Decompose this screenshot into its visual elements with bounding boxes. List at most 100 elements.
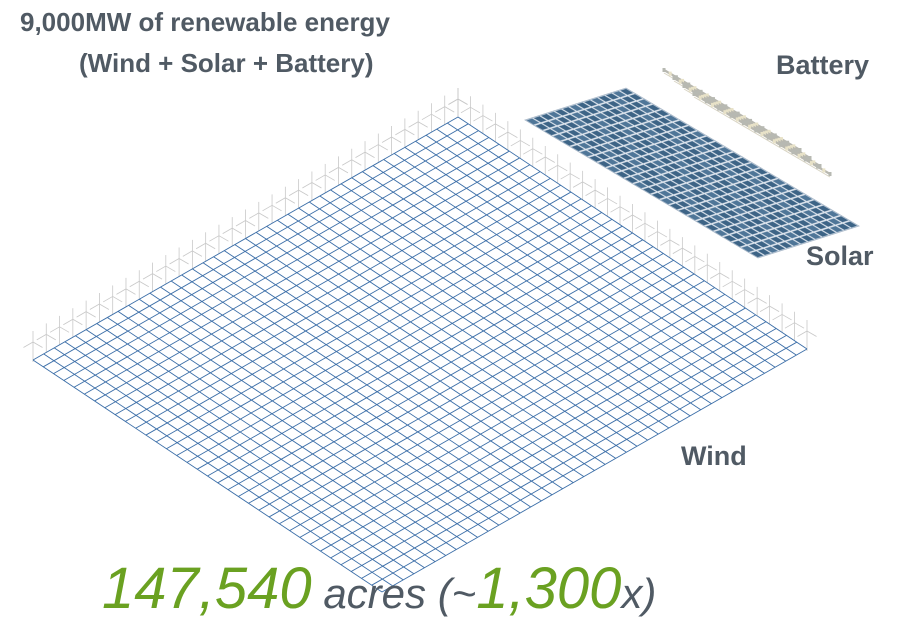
solar-panel <box>650 119 665 127</box>
solar-panel <box>644 129 659 137</box>
turbine-icon <box>116 277 136 309</box>
solar-panel <box>639 172 653 179</box>
solar-panel <box>633 149 648 156</box>
solar-panel <box>702 144 717 151</box>
solar-panel <box>793 204 808 212</box>
solar-panel <box>683 198 698 206</box>
acreage-value: 147,540 <box>102 556 312 621</box>
solar-panel <box>588 155 603 162</box>
solar-panel <box>734 215 748 222</box>
turbine-icon <box>63 308 83 340</box>
solar-panel <box>605 93 620 100</box>
solar-panel <box>761 198 776 206</box>
solar-panel <box>799 194 813 202</box>
turbine-icon <box>610 195 630 227</box>
solar-panel <box>701 176 716 184</box>
turbine-icon <box>395 118 415 150</box>
solar-panel <box>718 179 733 187</box>
turbine-icon <box>485 112 506 144</box>
solar-panel <box>779 209 793 216</box>
solar-panel <box>580 117 594 124</box>
turbine-icon <box>421 103 442 135</box>
solar-panel <box>784 199 799 206</box>
solar-panel <box>653 167 668 174</box>
solar-panel <box>647 177 662 184</box>
solar-panel <box>655 109 670 117</box>
solar-panel <box>800 202 815 209</box>
solar-panel <box>755 208 770 215</box>
solar-panel <box>569 104 584 112</box>
solar-panel <box>732 175 747 182</box>
solar-panel <box>791 229 806 237</box>
solar-panel <box>644 162 659 169</box>
solar-panel <box>570 144 585 152</box>
solar-panel <box>630 134 645 141</box>
solar-panel <box>549 119 564 126</box>
solar-panel <box>595 153 610 160</box>
solar-panel <box>795 212 810 219</box>
solar-panel <box>813 222 828 230</box>
solar-panel <box>646 104 661 111</box>
solar-panel <box>588 122 603 130</box>
solar-panel <box>809 207 824 215</box>
solar-panel <box>563 114 578 121</box>
solar-panel <box>786 239 800 247</box>
solar-panel <box>723 202 738 209</box>
solar-panel <box>691 131 706 138</box>
solar-panel <box>744 228 759 235</box>
solar-panel <box>723 235 738 242</box>
solar-panel <box>590 97 605 105</box>
solar-panel <box>735 222 750 230</box>
turbine-icon <box>36 323 57 355</box>
solar-panel <box>547 111 562 118</box>
solar-panel <box>648 144 663 152</box>
solar-panel <box>741 180 756 187</box>
turbine-icon <box>355 141 375 173</box>
solar-panel <box>790 189 804 196</box>
solar-panel <box>816 205 831 212</box>
solar-panel <box>721 194 736 202</box>
solar-panel <box>675 128 690 135</box>
turbine-icon <box>697 253 718 285</box>
turbine-icon <box>222 217 242 249</box>
solar-panel <box>594 112 609 120</box>
turbine-icon <box>772 303 792 335</box>
solar-panel <box>562 106 576 114</box>
solar-panel <box>601 110 616 118</box>
solar-panel <box>608 141 623 148</box>
solar-panel <box>730 200 745 207</box>
solar-panel <box>674 193 689 200</box>
solar-panel <box>712 222 727 229</box>
solar-panel <box>757 183 772 190</box>
solar-panel <box>678 143 693 150</box>
solar-panel <box>687 213 702 221</box>
solar-panel <box>596 120 611 127</box>
solar-panel <box>607 100 621 108</box>
solar-panel <box>621 96 636 103</box>
solar-panel <box>694 146 709 153</box>
solar-panel <box>759 223 774 231</box>
solar-panel <box>711 149 726 156</box>
solar-panel <box>714 164 729 171</box>
solar-panel <box>707 199 722 206</box>
solar-panel <box>772 178 786 186</box>
multiplier-suffix: x) <box>621 570 657 617</box>
solar-panel <box>677 135 691 143</box>
solar-panel <box>621 128 636 136</box>
solar-panel <box>716 204 731 212</box>
solar-panel <box>642 187 657 194</box>
solar-panel <box>754 200 768 208</box>
solar-panel <box>825 210 840 218</box>
solar-panel <box>624 176 639 184</box>
turbine-icon <box>685 245 705 277</box>
turbine-icon <box>460 96 481 128</box>
solar-panel <box>750 218 765 225</box>
turbine-icon <box>560 162 580 194</box>
solar-panel <box>773 186 788 193</box>
solar-panel <box>712 189 727 196</box>
turbine-icon <box>129 270 149 302</box>
solar-panel <box>689 156 704 163</box>
multiplier-value: 1,300 <box>476 556 622 621</box>
solar-panel <box>753 233 768 240</box>
